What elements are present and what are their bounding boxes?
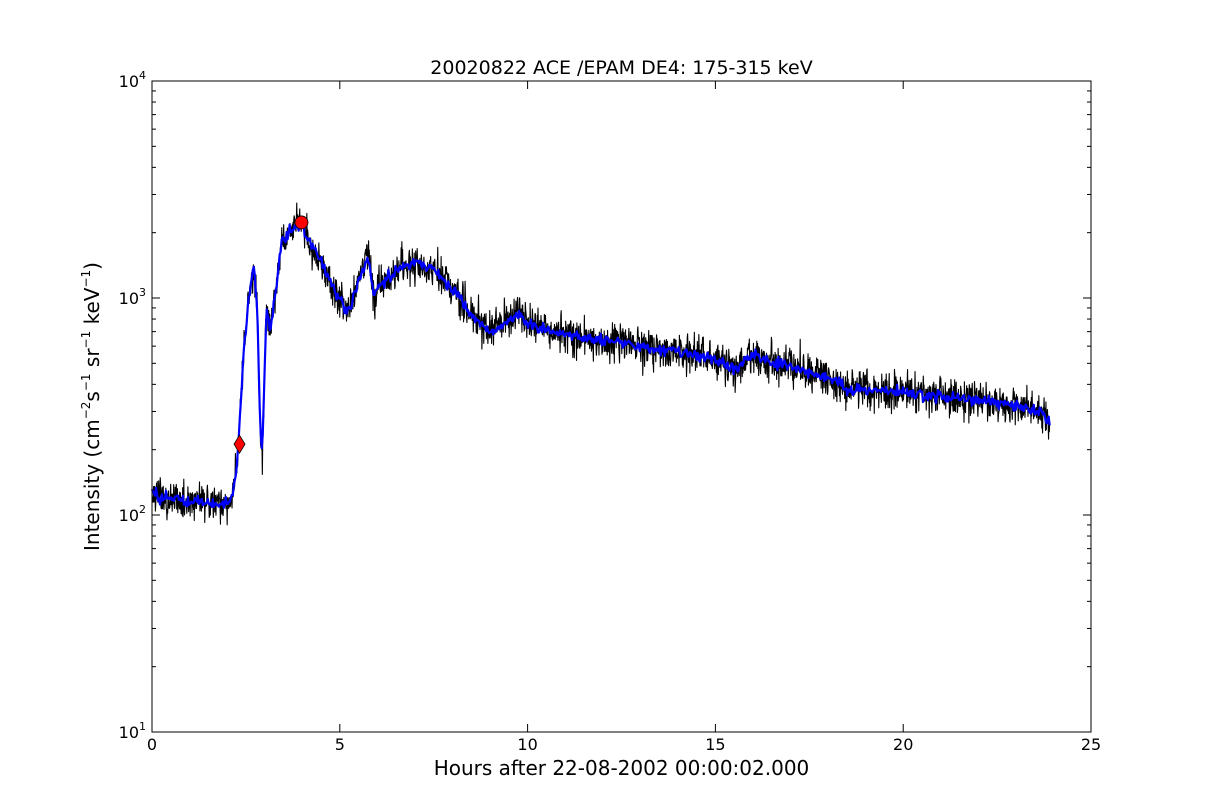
- x-tick-label: 15: [705, 735, 725, 754]
- y-label-mid1: s: [80, 391, 104, 401]
- y-label-suffix: ): [80, 262, 104, 270]
- x-tick-label: 5: [335, 735, 345, 754]
- y-label-sup2: −1: [79, 373, 93, 391]
- x-tick-label: 0: [147, 735, 157, 754]
- y-tick-label: 101: [119, 720, 146, 742]
- x-tick-label: 20: [893, 735, 913, 754]
- y-label-mid3: keV: [80, 287, 104, 331]
- x-tick-label: 10: [517, 735, 537, 754]
- y-label-sup1: −2: [79, 402, 93, 420]
- y-axis-label: Intensity (cm−2s−1 sr−1 keV−1): [79, 262, 104, 551]
- y-tick-label: 103: [119, 286, 146, 308]
- peak-marker: [294, 215, 309, 230]
- y-tick-label: 104: [119, 69, 146, 91]
- y-label-mid2: sr: [80, 348, 104, 374]
- chart-title: 20020822 ACE /EPAM DE4: 175-315 keV: [430, 57, 812, 79]
- plot-frame: [151, 80, 1092, 733]
- x-axis-label: Hours after 22-08-2002 00:00:02.000: [434, 756, 810, 780]
- y-label-sup4: −1: [79, 270, 93, 288]
- onset-marker: [233, 434, 246, 454]
- marker-layer: [233, 215, 309, 454]
- y-label-prefix: Intensity (cm: [80, 419, 104, 551]
- x-tick-label: 25: [1081, 735, 1101, 754]
- y-tick-label: 102: [119, 503, 146, 525]
- tick-layer: 0 5 10 15 20 25 101 102 103 104: [119, 69, 1102, 754]
- y-label-sup3: −1: [79, 331, 93, 349]
